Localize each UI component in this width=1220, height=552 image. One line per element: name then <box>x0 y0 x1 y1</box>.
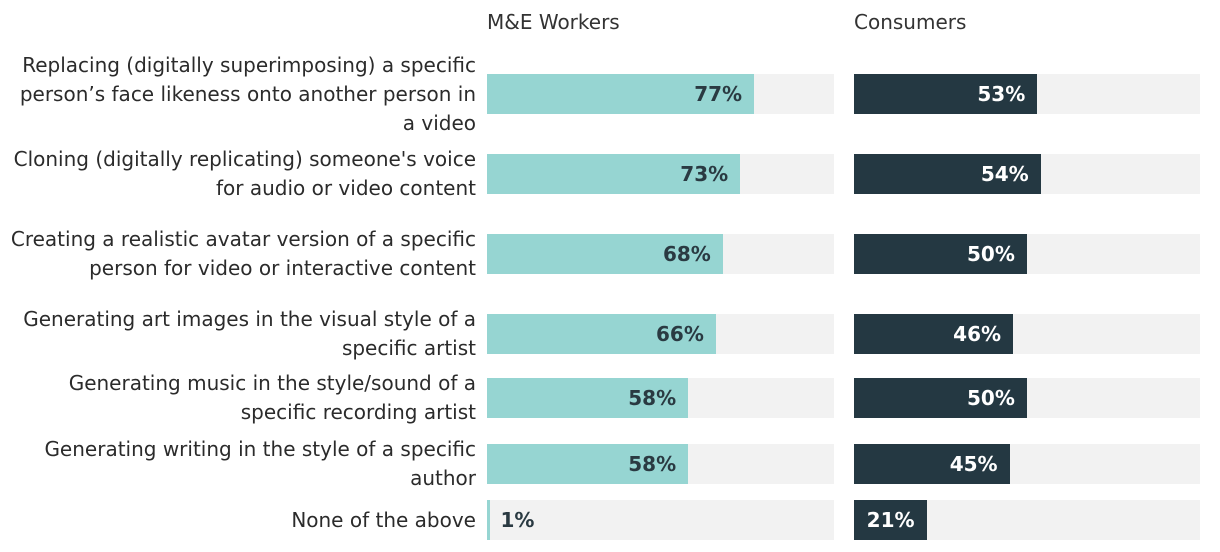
bar <box>854 154 1041 194</box>
data-label: 77% <box>694 82 743 106</box>
panel-title-consumers: Consumers <box>854 10 967 34</box>
bar-track: 68% <box>487 234 834 274</box>
data-label: 21% <box>866 508 915 532</box>
bar <box>854 314 1014 354</box>
data-label: 50% <box>967 386 1015 410</box>
data-label: 45% <box>949 452 998 476</box>
bar-track: 58% <box>487 444 834 484</box>
bar-track: 58% <box>487 378 834 418</box>
bar-track: 77% <box>487 74 834 114</box>
data-label: 1% <box>500 508 535 532</box>
bar <box>487 378 689 418</box>
data-label: 46% <box>953 322 1002 346</box>
bar-track: 45% <box>854 444 1200 484</box>
bar-track: 50% <box>854 234 1200 274</box>
data-label: 50% <box>967 242 1015 266</box>
bar-track: 21% <box>854 500 1200 540</box>
bar-track: 46% <box>854 314 1200 354</box>
data-label: 54% <box>980 162 1029 186</box>
bar-track: 50% <box>854 378 1200 418</box>
category-label: Cloning (digitally replicating) someone'… <box>13 147 476 200</box>
data-label: 58% <box>628 452 677 476</box>
bar <box>487 444 689 484</box>
category-label: None of the above <box>291 508 476 532</box>
category-label: Creating a realistic avatar version of a… <box>10 227 476 280</box>
bar-track: 66% <box>487 314 834 354</box>
data-label: 66% <box>656 322 704 346</box>
category-label: Generating art images in the visual styl… <box>23 307 476 360</box>
data-label: 58% <box>628 386 677 410</box>
bar <box>854 444 1010 484</box>
category-label: Generating music in the style/sound of a… <box>68 371 476 424</box>
category-label: Generating writing in the style of a spe… <box>44 437 476 490</box>
bar-track: 53% <box>854 74 1200 114</box>
bar <box>487 154 741 194</box>
bar-track: 54% <box>854 154 1200 194</box>
category-label: Replacing (digitally superimposing) a sp… <box>19 53 476 135</box>
bar <box>854 74 1038 114</box>
bar-track: 73% <box>487 154 834 194</box>
bar <box>487 500 491 540</box>
data-label: 53% <box>977 82 1026 106</box>
data-label: 73% <box>680 162 729 186</box>
panel-title-me-workers: M&E Workers <box>487 10 620 34</box>
bar <box>487 234 723 274</box>
bar <box>854 234 1027 274</box>
data-label: 68% <box>662 242 711 266</box>
bar-track: 1% <box>487 500 834 540</box>
bar <box>854 500 927 540</box>
bar <box>487 74 755 114</box>
bar <box>854 378 1027 418</box>
bar <box>487 314 717 354</box>
